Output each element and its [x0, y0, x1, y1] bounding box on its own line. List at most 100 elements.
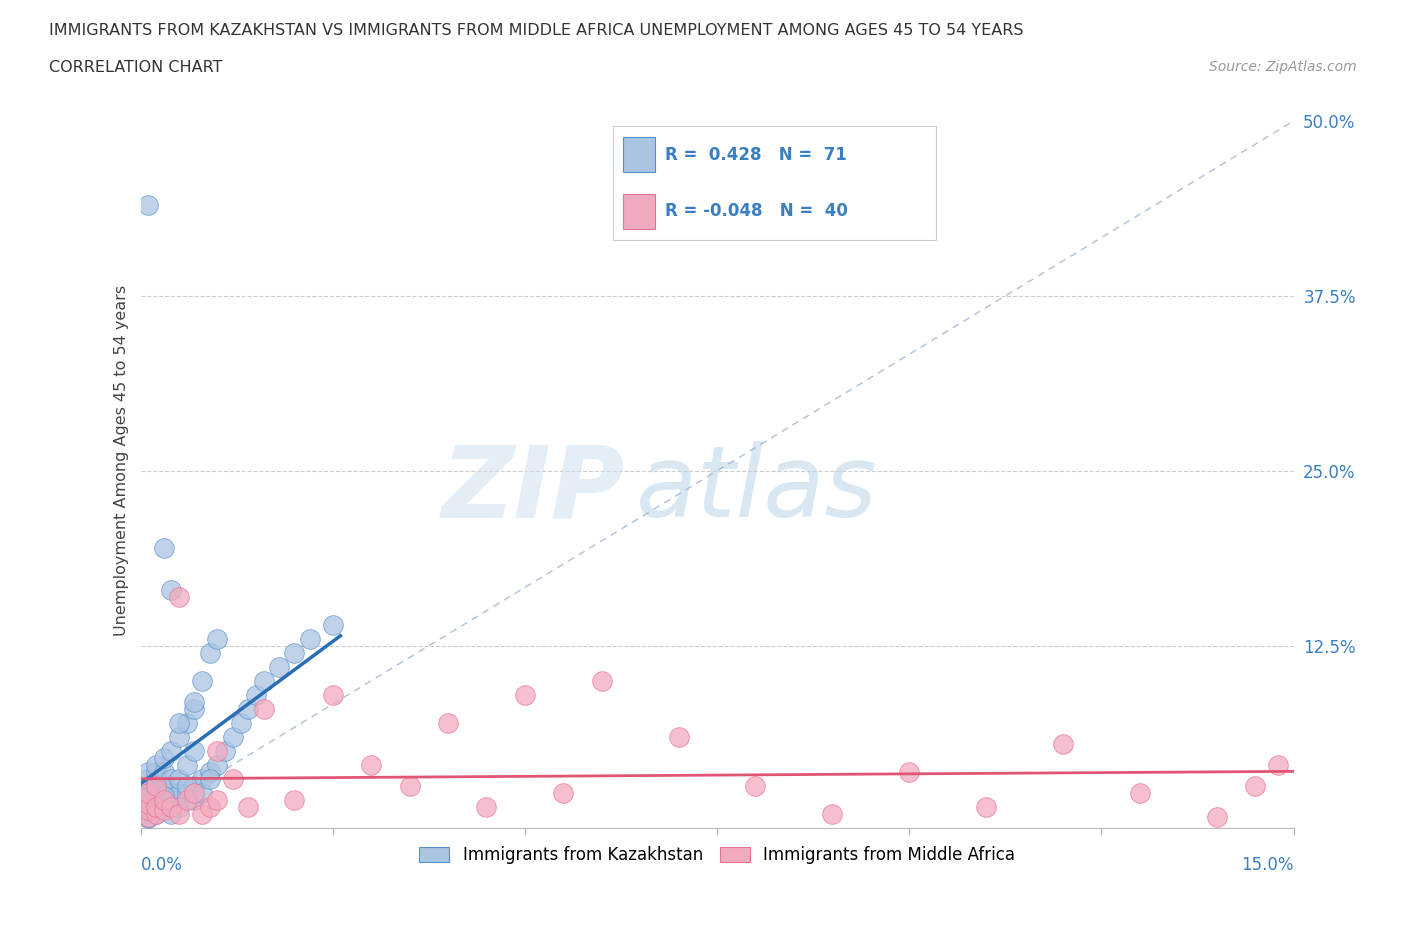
Point — [298, 631, 321, 646]
Text: CORRELATION CHART: CORRELATION CHART — [49, 60, 222, 75]
Point — [167, 715, 190, 730]
Point — [152, 751, 174, 765]
Point — [898, 764, 921, 779]
Point — [167, 799, 190, 814]
Point — [136, 785, 159, 800]
Point — [160, 785, 183, 800]
Point — [198, 764, 221, 779]
Point — [160, 799, 183, 814]
Point — [513, 687, 536, 702]
Point — [183, 785, 205, 800]
Point — [136, 802, 159, 817]
Point — [398, 778, 420, 793]
Point — [437, 715, 460, 730]
Point — [222, 771, 245, 786]
Point — [145, 757, 167, 772]
Text: 15.0%: 15.0% — [1241, 856, 1294, 873]
Text: Source: ZipAtlas.com: Source: ZipAtlas.com — [1209, 60, 1357, 74]
Point — [191, 806, 214, 821]
Point — [136, 771, 159, 786]
Point — [207, 743, 229, 758]
Point — [322, 618, 344, 632]
Point — [145, 778, 167, 793]
Point — [176, 757, 198, 772]
Point — [145, 764, 167, 779]
Point — [145, 778, 167, 793]
Point — [167, 771, 190, 786]
Point — [145, 799, 167, 814]
Point — [191, 673, 214, 688]
Point — [136, 796, 159, 811]
Point — [207, 792, 229, 807]
Point — [152, 778, 174, 793]
Point — [183, 695, 205, 710]
Point — [136, 785, 159, 800]
Point — [191, 771, 214, 786]
Point — [360, 757, 382, 772]
Point — [974, 799, 997, 814]
Point — [322, 687, 344, 702]
Point — [136, 764, 159, 779]
Point — [160, 582, 183, 597]
Point — [245, 687, 267, 702]
Point — [152, 792, 174, 807]
Point — [136, 197, 159, 212]
Point — [167, 729, 190, 744]
Point — [145, 799, 167, 814]
Point — [183, 792, 205, 807]
Point — [136, 778, 159, 793]
Point — [283, 645, 305, 660]
Point — [145, 806, 167, 821]
Point — [136, 810, 159, 825]
Point — [136, 806, 159, 821]
Point — [136, 796, 159, 811]
Point — [136, 792, 159, 807]
Point — [145, 806, 167, 821]
Point — [553, 785, 575, 800]
Point — [176, 778, 198, 793]
Point — [152, 792, 174, 807]
Point — [152, 802, 174, 817]
Point — [152, 785, 174, 800]
Point — [591, 673, 613, 688]
Point — [283, 792, 305, 807]
Point — [191, 785, 214, 800]
Point — [668, 729, 690, 744]
Point — [152, 764, 174, 779]
Point — [183, 778, 205, 793]
Point — [160, 771, 183, 786]
Point — [152, 788, 174, 803]
Y-axis label: Unemployment Among Ages 45 to 54 years: Unemployment Among Ages 45 to 54 years — [114, 285, 129, 636]
Point — [136, 809, 159, 824]
Point — [183, 743, 205, 758]
Point — [198, 771, 221, 786]
Point — [152, 540, 174, 555]
Point — [821, 806, 844, 821]
Point — [167, 785, 190, 800]
Point — [136, 809, 159, 824]
Point — [198, 645, 221, 660]
Text: 0.0%: 0.0% — [141, 856, 183, 873]
Point — [207, 631, 229, 646]
Point — [160, 743, 183, 758]
Point — [136, 799, 159, 814]
Point — [238, 701, 260, 716]
Point — [475, 799, 498, 814]
Point — [167, 590, 190, 604]
Point — [160, 806, 183, 821]
Text: IMMIGRANTS FROM KAZAKHSTAN VS IMMIGRANTS FROM MIDDLE AFRICA UNEMPLOYMENT AMONG A: IMMIGRANTS FROM KAZAKHSTAN VS IMMIGRANTS… — [49, 23, 1024, 38]
Point — [160, 792, 183, 807]
Point — [222, 729, 245, 744]
Point — [167, 806, 190, 821]
Point — [252, 673, 274, 688]
Point — [183, 701, 205, 716]
Text: atlas: atlas — [637, 441, 877, 538]
Point — [145, 771, 167, 786]
Text: ZIP: ZIP — [441, 441, 624, 538]
Point — [1205, 809, 1227, 824]
Point — [176, 792, 198, 807]
Point — [152, 799, 174, 814]
Point — [1129, 785, 1152, 800]
Point — [267, 659, 290, 674]
Point — [198, 799, 221, 814]
